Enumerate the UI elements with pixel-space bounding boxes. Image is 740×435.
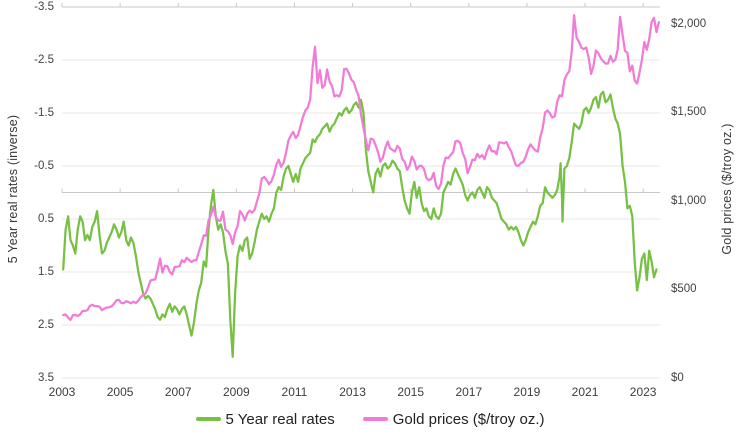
x-axis-tick-label: 2019 xyxy=(513,385,541,399)
right-axis-tick-label: $1,500 xyxy=(671,106,707,119)
right-axis-title: Gold prices ($/troy oz.) xyxy=(720,123,734,255)
x-axis-tick-label: 2013 xyxy=(339,385,366,399)
right-axis-tick-label: $2,000 xyxy=(671,17,707,30)
right-axis-tick-label: $0 xyxy=(671,372,684,384)
x-axis-tick-label: 2007 xyxy=(164,385,192,399)
legend-label-real-rates: 5 Year real rates xyxy=(225,410,335,428)
x-axis-tick-label: 2009 xyxy=(222,385,250,399)
legend-label-gold-prices: Gold prices ($/troy oz.) xyxy=(392,410,545,428)
series-line-real-rates xyxy=(62,90,658,358)
x-axis-tick-label: 2017 xyxy=(455,385,483,399)
legend: 5 Year real rates Gold prices ($/troy oz… xyxy=(0,407,740,431)
legend-item-real-rates: 5 Year real rates xyxy=(195,410,335,428)
left-axis-tick-label: -0.5 xyxy=(34,160,54,172)
left-axis-tick-label: 3.5 xyxy=(38,372,54,384)
x-axis-tick-label: 2021 xyxy=(571,385,599,399)
left-axis-tick-label: 1.5 xyxy=(38,266,54,278)
left-axis-tick-label: -2.5 xyxy=(34,54,54,66)
x-axis-tick-label: 2005 xyxy=(106,385,134,399)
series-line-gold-prices xyxy=(62,13,661,322)
left-axis-tick-label: 2.5 xyxy=(38,319,54,331)
right-axis-tick-label: $500 xyxy=(671,283,697,296)
right-axis-tick-label: $1,000 xyxy=(671,194,707,207)
left-axis-title: 5 Year real rates (inverse) xyxy=(6,114,20,264)
legend-item-gold-prices: Gold prices ($/troy oz.) xyxy=(362,410,545,428)
left-axis-tick-label: -3.5 xyxy=(34,1,54,13)
x-axis-tick-label: 2023 xyxy=(629,385,657,399)
left-axis-tick-label: 0.5 xyxy=(38,213,54,225)
x-axis-tick-label: 2015 xyxy=(397,385,425,399)
left-axis-tick-label: -1.5 xyxy=(34,107,54,119)
real-rates-line-swatch-icon xyxy=(195,417,221,421)
gold-prices-line-swatch-icon xyxy=(362,417,388,421)
x-axis-tick-label: 2011 xyxy=(281,385,308,399)
x-axis-tick-label: 2003 xyxy=(48,385,76,399)
